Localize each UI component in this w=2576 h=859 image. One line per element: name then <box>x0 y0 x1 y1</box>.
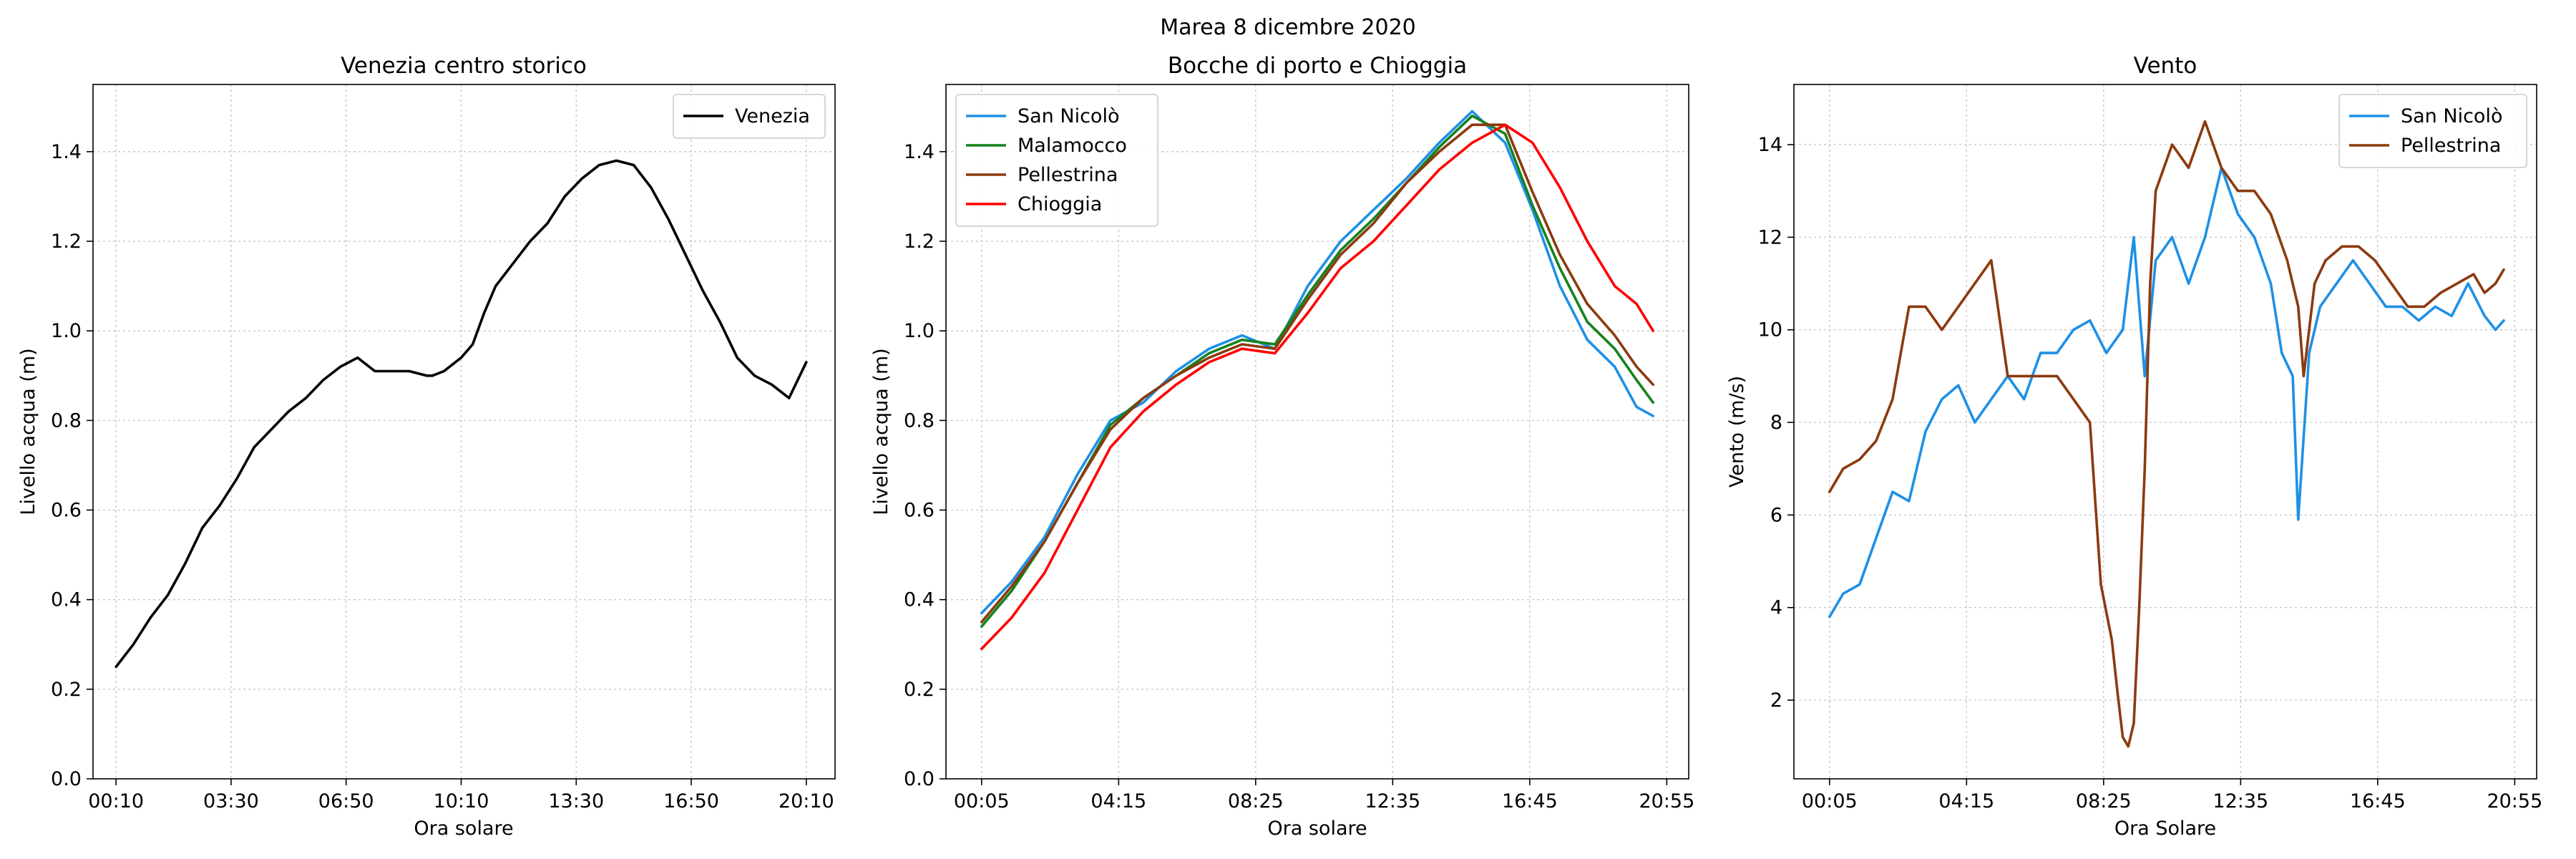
legend-label: Pellestrina <box>1018 164 1118 186</box>
y-tick-label: 12 <box>1758 226 1782 248</box>
y-tick-label: 0.4 <box>904 589 935 611</box>
y-tick-label: 1.0 <box>51 320 82 342</box>
x-tick-label: 10:10 <box>434 790 489 812</box>
x-axis-label: Ora solare <box>1267 817 1367 840</box>
y-tick-label: 4 <box>1770 597 1782 619</box>
y-tick-label: 2 <box>1770 689 1782 712</box>
y-axis-label: Livello acqua (m) <box>17 348 39 515</box>
x-axis-label: Ora solare <box>414 817 513 840</box>
axes-frame <box>92 84 836 780</box>
legend-box <box>955 94 1158 227</box>
legend-label: Pellestrina <box>2401 135 2501 157</box>
series-vento <box>1828 120 2505 748</box>
x-tick-label: 08:25 <box>2076 790 2132 812</box>
legend-label: San Nicolò <box>1018 105 1119 127</box>
x-axis-label: Ora Solare <box>2114 817 2216 840</box>
chart-vento: 00:05 04:15 08:25 12:35 16:45 20:55 2 4 6 8 10 12 14… <box>1726 53 2542 840</box>
y-tick-label: 8 <box>1770 412 1782 434</box>
x-tick-label: 04:15 <box>1938 790 1994 812</box>
x-tick-label: 20:10 <box>779 790 834 812</box>
x-tick-label: 08:25 <box>1228 790 1284 812</box>
x-tick-label: 03:30 <box>203 790 259 812</box>
y-tick-label: 0.0 <box>904 768 935 790</box>
legend-label: Venezia <box>735 105 810 127</box>
chart-title: Venezia centro storico <box>341 53 587 79</box>
x-tick-label: 00:10 <box>88 790 144 812</box>
x-tick-label: 13:30 <box>548 790 604 812</box>
y-tick-label: 1.4 <box>51 141 82 163</box>
y-tick-label: 14 <box>1758 134 1782 156</box>
legend-label: San Nicolò <box>2401 105 2502 127</box>
x-tick-label: 04:15 <box>1091 790 1146 812</box>
chart-title: Vento <box>2134 53 2197 79</box>
legend-vento: San Nicolò Pellestrina <box>2338 94 2527 168</box>
legend-bocche: San Nicolò Malamocco Pellestrina Chioggia <box>955 94 1158 227</box>
series-line-0 <box>980 110 1654 615</box>
chart-venezia: 00:10 03:30 06:50 10:10 13:30 16:50 20:10 0.0 0.… <box>17 53 836 840</box>
x-tick-label: 00:05 <box>954 790 1010 812</box>
x-tick-label: 12:35 <box>2212 790 2268 812</box>
x-tick-label: 20:55 <box>2487 790 2542 812</box>
x-tick-label: 16:50 <box>663 790 719 812</box>
series-line-1 <box>980 115 1654 629</box>
ticks-vento: 00:05 04:15 08:25 12:35 16:45 20:55 2 4 6 8 10 12 14 <box>1758 134 2543 812</box>
axes-frame <box>945 84 1689 780</box>
y-tick-label: 0.0 <box>51 768 82 790</box>
x-tick-label: 20:55 <box>1639 790 1694 812</box>
legend-label: Malamocco <box>1018 135 1127 157</box>
grid-venezia <box>93 84 835 780</box>
legend-box <box>673 94 826 139</box>
ticks-venezia: 00:10 03:30 06:50 10:10 13:30 16:50 20:10 0.0 0.… <box>51 141 834 812</box>
y-tick-label: 0.8 <box>904 409 935 432</box>
y-tick-label: 0.8 <box>51 409 82 432</box>
y-tick-label: 6 <box>1770 504 1782 526</box>
series-line-2 <box>980 123 1654 623</box>
series-line-0 <box>114 159 808 669</box>
y-tick-label: 1.2 <box>51 230 82 253</box>
x-tick-label: 00:05 <box>1802 790 1858 812</box>
x-tick-label: 06:50 <box>318 790 374 812</box>
y-tick-label: 1.4 <box>904 141 935 163</box>
chart-title: Bocche di porto e Chioggia <box>1168 53 1467 79</box>
series-line-0 <box>1828 166 2505 618</box>
ticks-bocche: 00:05 04:15 08:25 12:35 16:45 20:55 0.0 0.2 0.4 0… <box>904 141 1694 812</box>
grid-vento <box>1794 84 2537 779</box>
figure-title: Marea 8 dicembre 2020 <box>1160 15 1416 40</box>
x-tick-label: 16:45 <box>1502 790 1558 812</box>
series-venezia <box>114 159 808 669</box>
y-tick-label: 0.2 <box>904 679 935 701</box>
y-axis-label: Vento (m/s) <box>1726 376 1748 487</box>
series-line-3 <box>980 123 1654 651</box>
y-tick-label: 0.6 <box>51 500 82 522</box>
x-tick-label: 16:45 <box>2350 790 2406 812</box>
y-tick-label: 0.6 <box>904 500 935 522</box>
y-tick-label: 10 <box>1758 319 1782 341</box>
chart-bocche: 00:05 04:15 08:25 12:35 16:45 20:55 0.0 0.2 0.4 0… <box>870 53 1694 840</box>
y-axis-label: Livello acqua (m) <box>870 348 892 515</box>
y-tick-label: 1.2 <box>904 230 935 253</box>
legend-box <box>2338 94 2527 168</box>
series-bocche <box>980 110 1654 651</box>
legend-label: Chioggia <box>1018 193 1102 215</box>
y-tick-label: 0.2 <box>51 679 82 701</box>
axes-frame <box>1793 84 2537 780</box>
series-line-1 <box>1828 120 2505 748</box>
y-tick-label: 1.0 <box>904 320 935 342</box>
x-tick-label: 12:35 <box>1365 790 1420 812</box>
y-tick-label: 0.4 <box>51 589 82 611</box>
legend-venezia: Venezia <box>673 94 826 139</box>
